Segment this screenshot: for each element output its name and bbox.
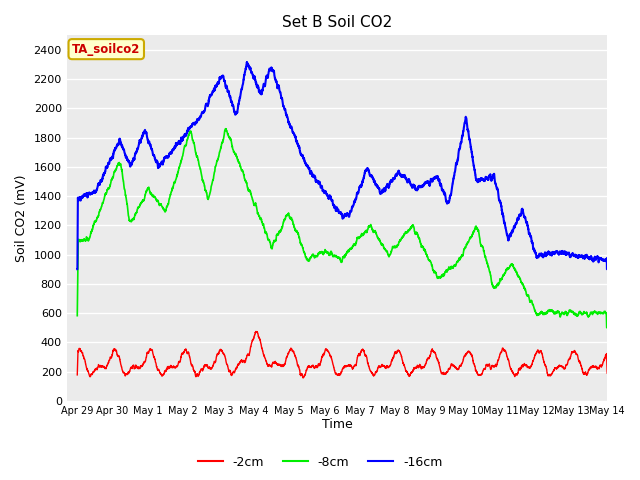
Y-axis label: Soil CO2 (mV): Soil CO2 (mV): [15, 174, 28, 262]
Line: -2cm: -2cm: [77, 332, 607, 378]
-16cm: [432, 174, 440, 180]
-16cm: [74, 266, 81, 272]
-8cm: [432, 270, 440, 276]
-8cm: [604, 325, 611, 331]
-8cm: [74, 313, 81, 319]
-8cm: [491, 285, 499, 291]
-2cm: [492, 363, 499, 369]
-2cm: [168, 364, 176, 370]
-16cm: [168, 147, 176, 153]
Line: -8cm: -8cm: [77, 129, 607, 328]
-2cm: [300, 375, 307, 381]
-16cm: [323, 191, 330, 197]
-8cm: [168, 185, 176, 191]
-2cm: [604, 370, 611, 376]
-16cm: [243, 60, 251, 65]
-16cm: [604, 266, 611, 272]
-16cm: [461, 120, 468, 125]
-2cm: [603, 355, 611, 360]
Title: Set B Soil CO2: Set B Soil CO2: [282, 15, 392, 30]
-8cm: [222, 126, 230, 132]
X-axis label: Time: Time: [321, 419, 352, 432]
-16cm: [491, 179, 499, 184]
-2cm: [323, 347, 330, 352]
-2cm: [252, 329, 260, 335]
-8cm: [603, 325, 611, 331]
-2cm: [461, 353, 469, 359]
-16cm: [603, 256, 611, 262]
-8cm: [461, 245, 468, 251]
-8cm: [603, 322, 611, 328]
Legend: -2cm, -8cm, -16cm: -2cm, -8cm, -16cm: [193, 451, 447, 474]
-2cm: [74, 372, 81, 378]
-8cm: [323, 249, 330, 255]
Text: TA_soilco2: TA_soilco2: [72, 43, 140, 56]
-2cm: [432, 352, 440, 358]
Line: -16cm: -16cm: [77, 62, 607, 269]
